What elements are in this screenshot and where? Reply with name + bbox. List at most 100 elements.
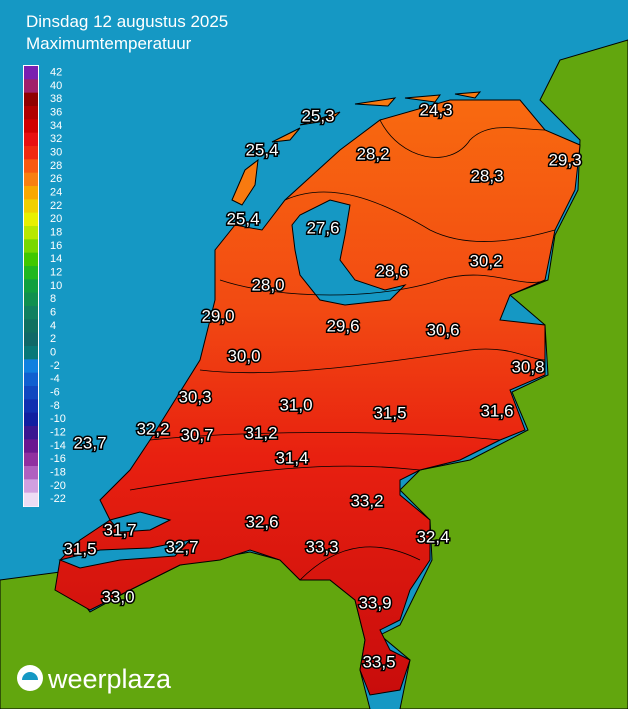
station-temperature: 28,0 <box>251 275 284 294</box>
station-temperature: 25,4 <box>226 209 259 228</box>
legend-swatch <box>24 106 38 120</box>
legend-label: 18 <box>50 227 62 239</box>
legend-label: -4 <box>50 373 60 385</box>
legend-label: 0 <box>50 347 56 359</box>
legend-label: -12 <box>50 427 66 439</box>
zeeland-waters <box>58 511 192 569</box>
legend-label: -10 <box>50 413 66 425</box>
station-temperature: 31,6 <box>480 401 513 420</box>
station-temperature: 30,0 <box>227 346 260 365</box>
station-temperature: 32,7 <box>165 537 198 556</box>
legend-label: 12 <box>50 267 62 279</box>
station-temperature: 30,8 <box>511 357 544 376</box>
legend-swatch <box>24 346 38 360</box>
legend-swatch <box>24 359 38 374</box>
station-temperature: 29,0 <box>201 306 234 325</box>
station-temperature: 33,9 <box>358 593 391 612</box>
legend-label: 22 <box>50 200 62 212</box>
color-legend: 424038363432302826242220181614121086420-… <box>23 65 66 507</box>
legend-label: 40 <box>50 80 62 92</box>
legend-swatch <box>24 292 38 307</box>
station-temperature: 33,0 <box>101 587 134 606</box>
subtitle: Maximumtemperatuur <box>26 34 192 53</box>
legend-swatch <box>24 386 38 400</box>
station-temperature: 28,3 <box>470 166 503 185</box>
station-temperature: 25,3 <box>301 106 334 125</box>
legend-swatch <box>24 252 38 267</box>
station-temperature: 29,6 <box>326 316 359 335</box>
station-temperature: 32,4 <box>416 527 449 546</box>
legend-swatch <box>24 66 38 80</box>
legend-label: -14 <box>50 440 66 452</box>
legend-swatch <box>24 452 38 467</box>
legend-label: 32 <box>50 133 62 145</box>
station-temperature: 30,6 <box>426 320 459 339</box>
legend-swatch <box>24 279 38 294</box>
legend-label: -22 <box>50 493 66 505</box>
legend-label: 42 <box>50 67 62 79</box>
legend-swatch <box>24 439 38 454</box>
legend-swatch <box>24 199 38 214</box>
legend-swatch <box>24 159 38 174</box>
legend-swatch <box>24 492 38 507</box>
station-temperature: 30,3 <box>178 387 211 406</box>
station-temperature: 23,7 <box>73 433 106 452</box>
legend-swatch <box>24 172 38 187</box>
station-temperature: 30,7 <box>180 425 213 444</box>
contours <box>129 119 556 581</box>
wadden-islands <box>231 91 482 206</box>
legend-label: -18 <box>50 467 66 479</box>
brand: weerplaza <box>47 664 172 694</box>
station-labels: 25,3 24,3 25,4 28,2 29,3 28,3 25,4 27,6 28,6 30,2… <box>62 99 583 673</box>
legend-swatch <box>24 479 38 494</box>
legend-label: 30 <box>50 147 62 159</box>
station-temperature: 30,2 <box>469 251 502 270</box>
station-temperature: 29,3 <box>548 150 581 169</box>
legend-swatch <box>24 92 38 107</box>
station-temperature: 31,2 <box>244 423 277 442</box>
legend-swatch <box>24 426 38 440</box>
legend-swatch <box>24 399 38 414</box>
legend-label: 28 <box>50 160 62 172</box>
station-temperature: 24,3 <box>419 100 452 119</box>
station-temperature: 28,2 <box>356 144 389 163</box>
station-temperature: 31,0 <box>279 395 312 414</box>
legend-label: -2 <box>50 360 60 372</box>
legend-swatch <box>24 332 38 347</box>
legend-label: -20 <box>50 480 66 492</box>
station-temperature: 25,4 <box>245 140 278 159</box>
station-temperature: 31,5 <box>63 539 96 558</box>
legend-swatch <box>24 146 38 160</box>
legend-label: 14 <box>50 253 62 265</box>
title: Dinsdag 12 augustus 2025 <box>26 12 228 31</box>
legend-label: 26 <box>50 173 62 185</box>
station-temperature: 33,5 <box>362 652 395 671</box>
legend-swatch <box>24 132 38 147</box>
legend-swatch <box>24 306 38 320</box>
legend-swatch <box>24 226 38 240</box>
legend-swatch <box>24 186 38 200</box>
station-temperature: 33,2 <box>350 491 383 510</box>
legend-swatch <box>24 466 38 480</box>
legend-swatch <box>24 119 38 134</box>
legend-swatch <box>24 412 38 427</box>
legend-label: 4 <box>50 320 56 332</box>
legend-label: 36 <box>50 107 62 119</box>
brand-logo: weerplaza <box>17 664 172 694</box>
ijsselmeer <box>291 199 407 306</box>
legend-label: 2 <box>50 333 56 345</box>
legend-label: 6 <box>50 307 56 319</box>
legend-label: 16 <box>50 240 62 252</box>
legend-label: 38 <box>50 93 62 105</box>
legend-label: 10 <box>50 280 62 292</box>
legend-label: 24 <box>50 187 62 199</box>
legend-label: -16 <box>50 453 66 465</box>
legend-swatch <box>24 266 38 280</box>
station-temperature: 31,5 <box>373 403 406 422</box>
legend-label: -6 <box>50 387 60 399</box>
legend-swatch <box>24 212 38 227</box>
station-temperature: 27,6 <box>306 218 339 237</box>
legend-label: -8 <box>50 400 60 412</box>
legend-swatch <box>24 372 38 387</box>
